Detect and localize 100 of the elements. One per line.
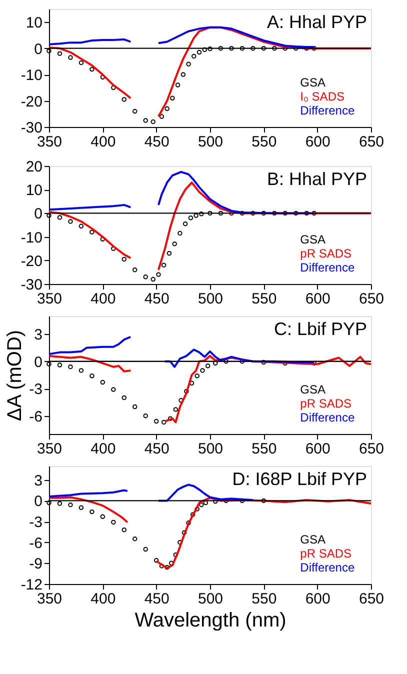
x-tick-label: 600: [305, 590, 330, 608]
y-tick-label: -3: [29, 381, 42, 398]
point: [182, 530, 187, 536]
x-tick-label: 550: [252, 290, 277, 308]
point: [170, 96, 175, 101]
point: [178, 230, 182, 236]
text: GSA: [300, 532, 326, 546]
y-tick-label: 0: [34, 493, 42, 510]
point: [186, 520, 191, 526]
point: [168, 416, 173, 421]
x-tick-label: 550: [252, 590, 277, 608]
y-tick-label: -12: [20, 576, 42, 594]
x-tick-label: 650: [358, 440, 384, 458]
point: [150, 119, 156, 124]
point: [161, 420, 166, 425]
point: [143, 274, 148, 280]
point: [261, 498, 266, 504]
point: [240, 46, 245, 51]
point: [224, 359, 228, 364]
point: [78, 224, 84, 229]
point: [78, 505, 84, 510]
point: [111, 246, 116, 251]
x-tick-label: 600: [305, 440, 330, 458]
x-tick-label: 550: [252, 134, 277, 150]
point: [57, 215, 62, 220]
x-tick-label: 400: [90, 290, 116, 308]
point: [143, 413, 148, 418]
point: [208, 210, 212, 216]
point: [199, 212, 204, 216]
text: pR SADS: [300, 246, 352, 260]
x-tick-label: 400: [90, 590, 116, 608]
y-tick-label: 10: [26, 182, 42, 200]
y-tick-label: 0: [34, 354, 42, 371]
series-label: GSA: [300, 232, 326, 246]
point: [132, 404, 138, 410]
point: [100, 74, 106, 80]
y-tick-label: 3: [34, 326, 42, 344]
y-tick-label: 10: [26, 14, 42, 32]
y-tick-label: -10: [20, 229, 42, 246]
point: [46, 362, 52, 366]
x-tick-label: 450: [144, 290, 170, 308]
point: [46, 213, 52, 218]
point: [132, 108, 138, 114]
x-tick-label: 350: [36, 590, 62, 608]
point: [190, 512, 196, 517]
point: [122, 527, 127, 532]
text: Difference: [300, 103, 355, 118]
point: [272, 46, 277, 51]
point: [57, 362, 62, 368]
y-tick-label: 0: [34, 40, 42, 58]
point: [261, 46, 266, 51]
point: [90, 374, 94, 378]
point: [57, 51, 62, 56]
point: [164, 564, 170, 570]
point: [132, 536, 138, 542]
point: [68, 219, 73, 224]
point: [111, 387, 116, 392]
point: [229, 46, 234, 51]
point: [154, 418, 159, 424]
point: [90, 66, 94, 72]
point: [218, 46, 224, 51]
point: [161, 262, 166, 268]
y-tick-label: -30: [20, 276, 42, 294]
point: [293, 210, 298, 216]
point: [100, 514, 106, 520]
point: [159, 114, 164, 119]
point: [261, 360, 266, 365]
point: [196, 50, 202, 55]
y-tick-label: -20: [20, 93, 42, 110]
point: [194, 506, 200, 512]
point: [78, 368, 84, 373]
point: [304, 210, 309, 216]
point: [178, 398, 184, 403]
point: [173, 407, 178, 412]
chart-title: B: Hhal PYP: [266, 169, 367, 189]
point: [186, 62, 191, 66]
chart-title: A: Hhal PYP: [266, 12, 367, 32]
point: [199, 502, 204, 508]
point: [173, 552, 178, 558]
text: Difference: [300, 260, 355, 274]
point: [132, 267, 138, 272]
x-tick-label: 550: [252, 440, 277, 458]
point: [282, 210, 288, 216]
point: [184, 388, 189, 394]
point: [218, 210, 224, 216]
point: [250, 46, 256, 51]
point: [122, 97, 127, 102]
point: [122, 256, 127, 262]
point: [188, 216, 194, 220]
y-tick-label: -10: [20, 67, 42, 84]
point: [78, 60, 84, 66]
x-tick-label: 350: [36, 440, 62, 458]
text: Difference: [300, 410, 355, 424]
x-tick-label: 650: [358, 590, 384, 608]
x-axis-title: Wavelength (nm): [134, 610, 286, 632]
y-tick-label: -9: [29, 556, 42, 573]
point: [208, 46, 212, 52]
point: [156, 272, 161, 277]
text: pR SADS: [300, 396, 352, 410]
y-tick-label: 3: [34, 472, 42, 490]
